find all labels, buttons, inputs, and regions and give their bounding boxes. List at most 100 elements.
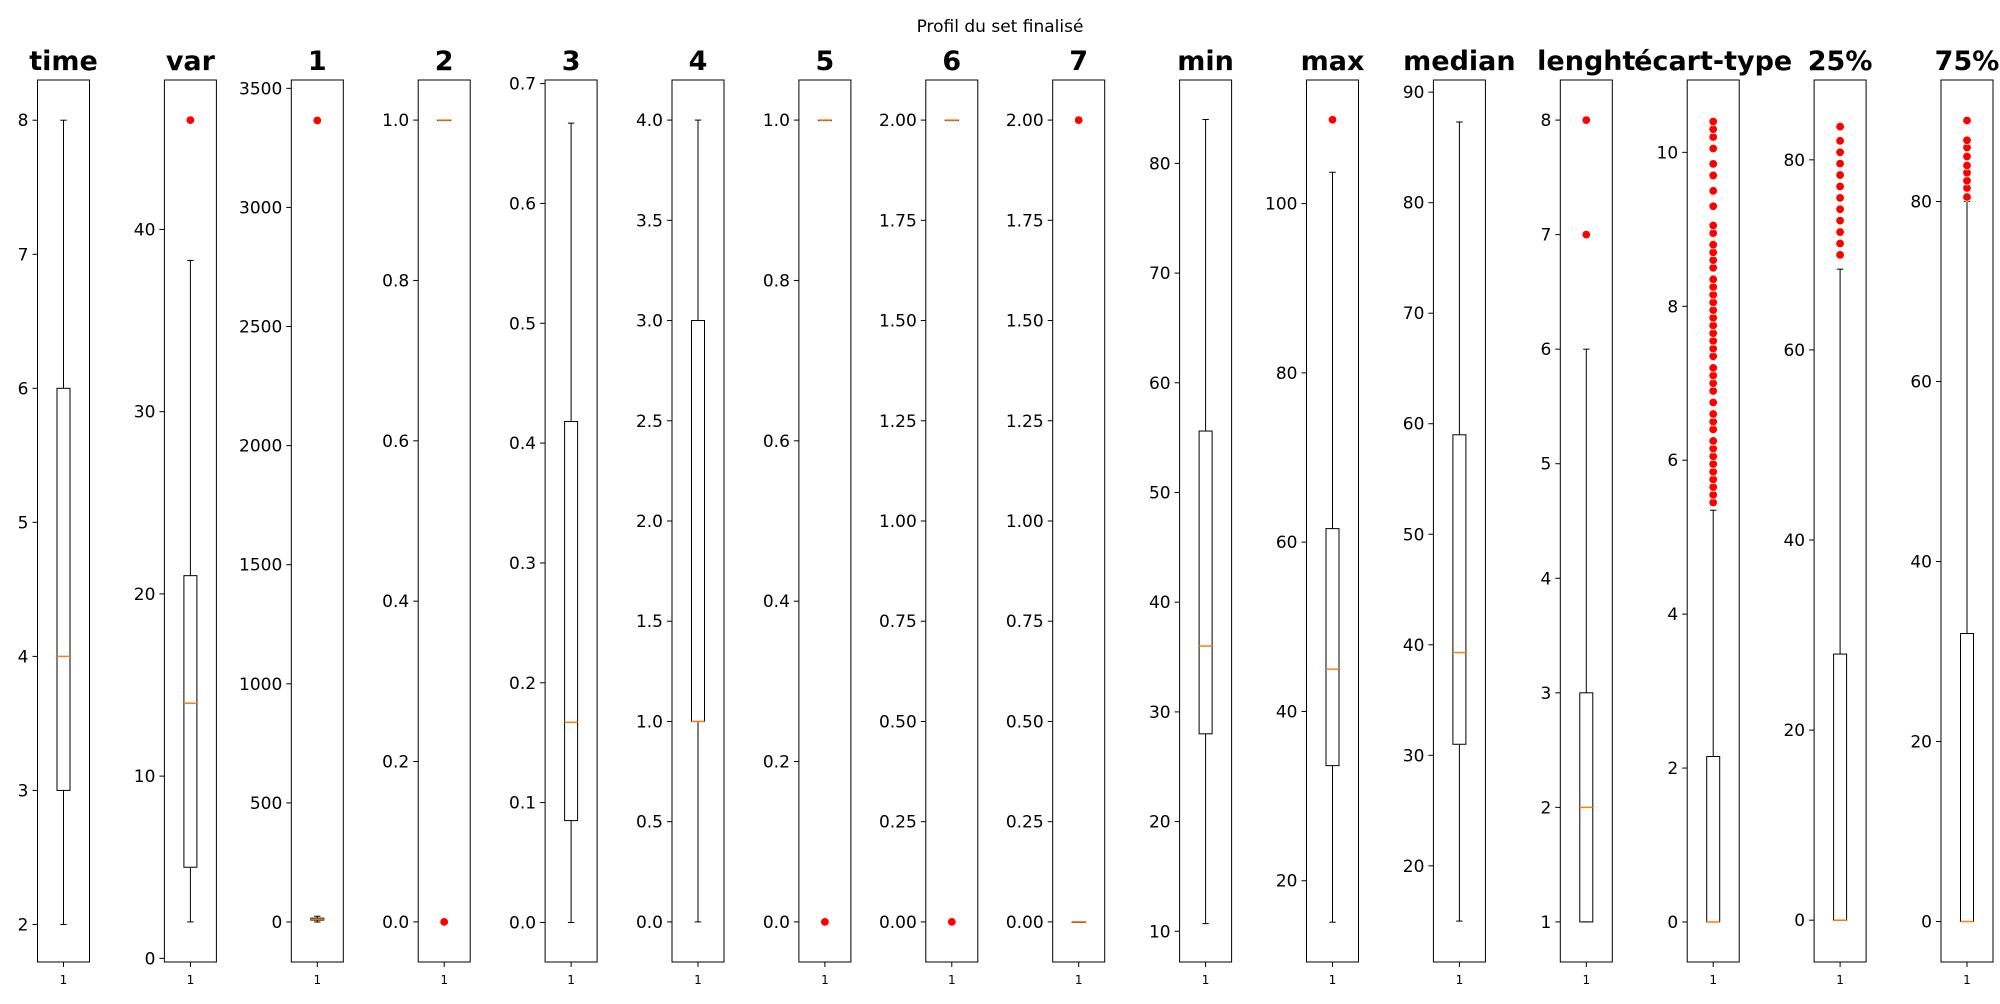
y-tick-label: 20 — [1403, 857, 1425, 877]
outlier-point — [1962, 192, 1972, 202]
y-tick-label: 40 — [1783, 531, 1805, 551]
y-tick-label: 0.2 — [509, 674, 536, 694]
y-tick-label: 0.75 — [879, 612, 917, 632]
iqr-box — [691, 320, 705, 722]
y-tick-label: 90 — [1403, 83, 1425, 103]
x-tick-label: 1 — [1582, 973, 1590, 987]
y-tick-label: 7 — [1540, 226, 1551, 246]
outlier-point — [947, 917, 957, 927]
panel-title: time — [29, 46, 98, 77]
outlier-point — [1708, 116, 1718, 127]
y-tick-label: 0 — [1794, 911, 1805, 931]
x-tick-label: 1 — [1329, 973, 1337, 987]
axes-frame — [417, 79, 471, 963]
y-tick-label: 0.1 — [509, 794, 536, 814]
y-tick-label: 0.3 — [509, 554, 536, 574]
panel-title: 7 — [1069, 46, 1088, 77]
y-tick-label: 60 — [1149, 374, 1171, 394]
y-tick-label: 2000 — [239, 437, 282, 457]
y-tick-label: 0.5 — [636, 813, 663, 833]
y-tick-label: 1.50 — [879, 312, 917, 332]
y-tick-label: 0 — [1667, 913, 1678, 933]
y-tick-label: 40 — [1403, 636, 1425, 656]
iqr-box — [1198, 430, 1213, 735]
y-tick-label: 80 — [1910, 193, 1932, 213]
y-tick-label: 2 — [1540, 798, 1551, 818]
outlier-point — [1708, 274, 1718, 285]
y-tick-label: 0.0 — [636, 913, 663, 933]
outlier-point — [1708, 409, 1718, 419]
y-tick-label: 20 — [1276, 872, 1298, 892]
y-tick-label: 0.50 — [879, 712, 917, 732]
iqr-box — [56, 387, 71, 791]
y-tick-label: 1.00 — [879, 512, 917, 532]
x-tick-label: 1 — [567, 973, 575, 987]
outlier-point — [1708, 159, 1718, 169]
outlier-point — [1835, 250, 1845, 260]
y-tick-label: 30 — [1149, 703, 1171, 723]
outlier-point — [1581, 115, 1592, 125]
y-tick-label: 2500 — [239, 318, 282, 338]
x-tick-label: 1 — [1075, 973, 1083, 987]
x-tick-label: 1 — [1963, 973, 1971, 987]
outlier-point — [439, 917, 449, 927]
y-tick-label: 2.00 — [1006, 111, 1044, 131]
y-tick-label: 1.0 — [636, 712, 663, 732]
y-tick-label: 20 — [1910, 733, 1932, 753]
outlier-point — [312, 115, 323, 126]
y-tick-label: 1.75 — [1006, 211, 1044, 231]
boxplot-panel-16: 75% 0 20 40 60 80 1 — [1910, 46, 1999, 987]
y-tick-label: 0 — [1921, 913, 1932, 933]
y-tick-label: 3500 — [239, 79, 282, 99]
outlier-point — [1835, 215, 1845, 226]
panel-title: max — [1301, 46, 1365, 77]
panel-title: min — [1177, 46, 1234, 77]
outlier-point — [820, 917, 830, 927]
y-tick-label: 7 — [18, 245, 29, 265]
y-tick-label: 1500 — [239, 556, 282, 576]
outlier-point — [1962, 160, 1972, 171]
iqr-box — [1452, 434, 1467, 745]
iqr-box — [183, 575, 198, 868]
axes-frame — [290, 79, 344, 963]
y-tick-label: 1 — [1540, 913, 1551, 933]
boxplot-panel-9: 7 0.00 0.25 0.50 0.75 1.00 1.25 1.50 1.75 2.00 1 — [1006, 46, 1106, 987]
y-tick-label: 0.6 — [509, 194, 536, 214]
y-tick-label: 6 — [1540, 340, 1551, 360]
x-tick-label: 1 — [948, 973, 956, 987]
boxplot-panel-15: 25% 0 20 40 60 80 1 — [1783, 46, 1872, 987]
boxplot-panel-8: 6 0.00 0.25 0.50 0.75 1.00 1.25 1.50 1.75 2.00 1 — [879, 46, 979, 987]
outlier-point — [1708, 363, 1718, 373]
y-tick-label: 70 — [1403, 304, 1425, 324]
y-tick-label: 2.5 — [636, 412, 663, 432]
outlier-point — [1708, 397, 1718, 408]
y-tick-label: 4 — [1667, 605, 1678, 625]
boxplot-panel-10: min 10 20 30 40 50 60 70 80 1 — [1149, 46, 1234, 987]
y-tick-label: 2 — [18, 915, 29, 935]
y-tick-label: 4 — [1540, 569, 1551, 589]
y-tick-label: 1.25 — [879, 412, 917, 432]
x-tick-label: 1 — [1836, 973, 1844, 987]
axes-frame — [798, 79, 852, 963]
panel-title: median — [1403, 46, 1515, 77]
y-tick-label: 1000 — [239, 675, 282, 695]
outlier-point — [1835, 170, 1845, 180]
boxplot-panel-11: max 20 40 60 80 100 1 — [1265, 46, 1364, 987]
y-tick-label: 30 — [134, 403, 156, 423]
y-tick-label: 1.50 — [1006, 312, 1044, 332]
iqr-box — [1325, 528, 1340, 767]
y-tick-label: 100 — [1265, 195, 1297, 215]
y-tick-label: 20 — [134, 585, 156, 605]
iqr-box — [564, 421, 579, 822]
y-tick-label: 3000 — [239, 198, 282, 218]
outlier-point — [1708, 186, 1718, 196]
panel-title: 5 — [816, 46, 835, 77]
x-tick-label: 1 — [1456, 973, 1464, 987]
panel-title: lenght — [1537, 46, 1635, 77]
outlier-point — [1708, 143, 1718, 154]
panel-title: 25% — [1808, 46, 1873, 77]
y-tick-label: 3 — [1540, 684, 1551, 704]
y-tick-label: 2.0 — [636, 512, 663, 532]
outlier-point — [1835, 193, 1845, 203]
